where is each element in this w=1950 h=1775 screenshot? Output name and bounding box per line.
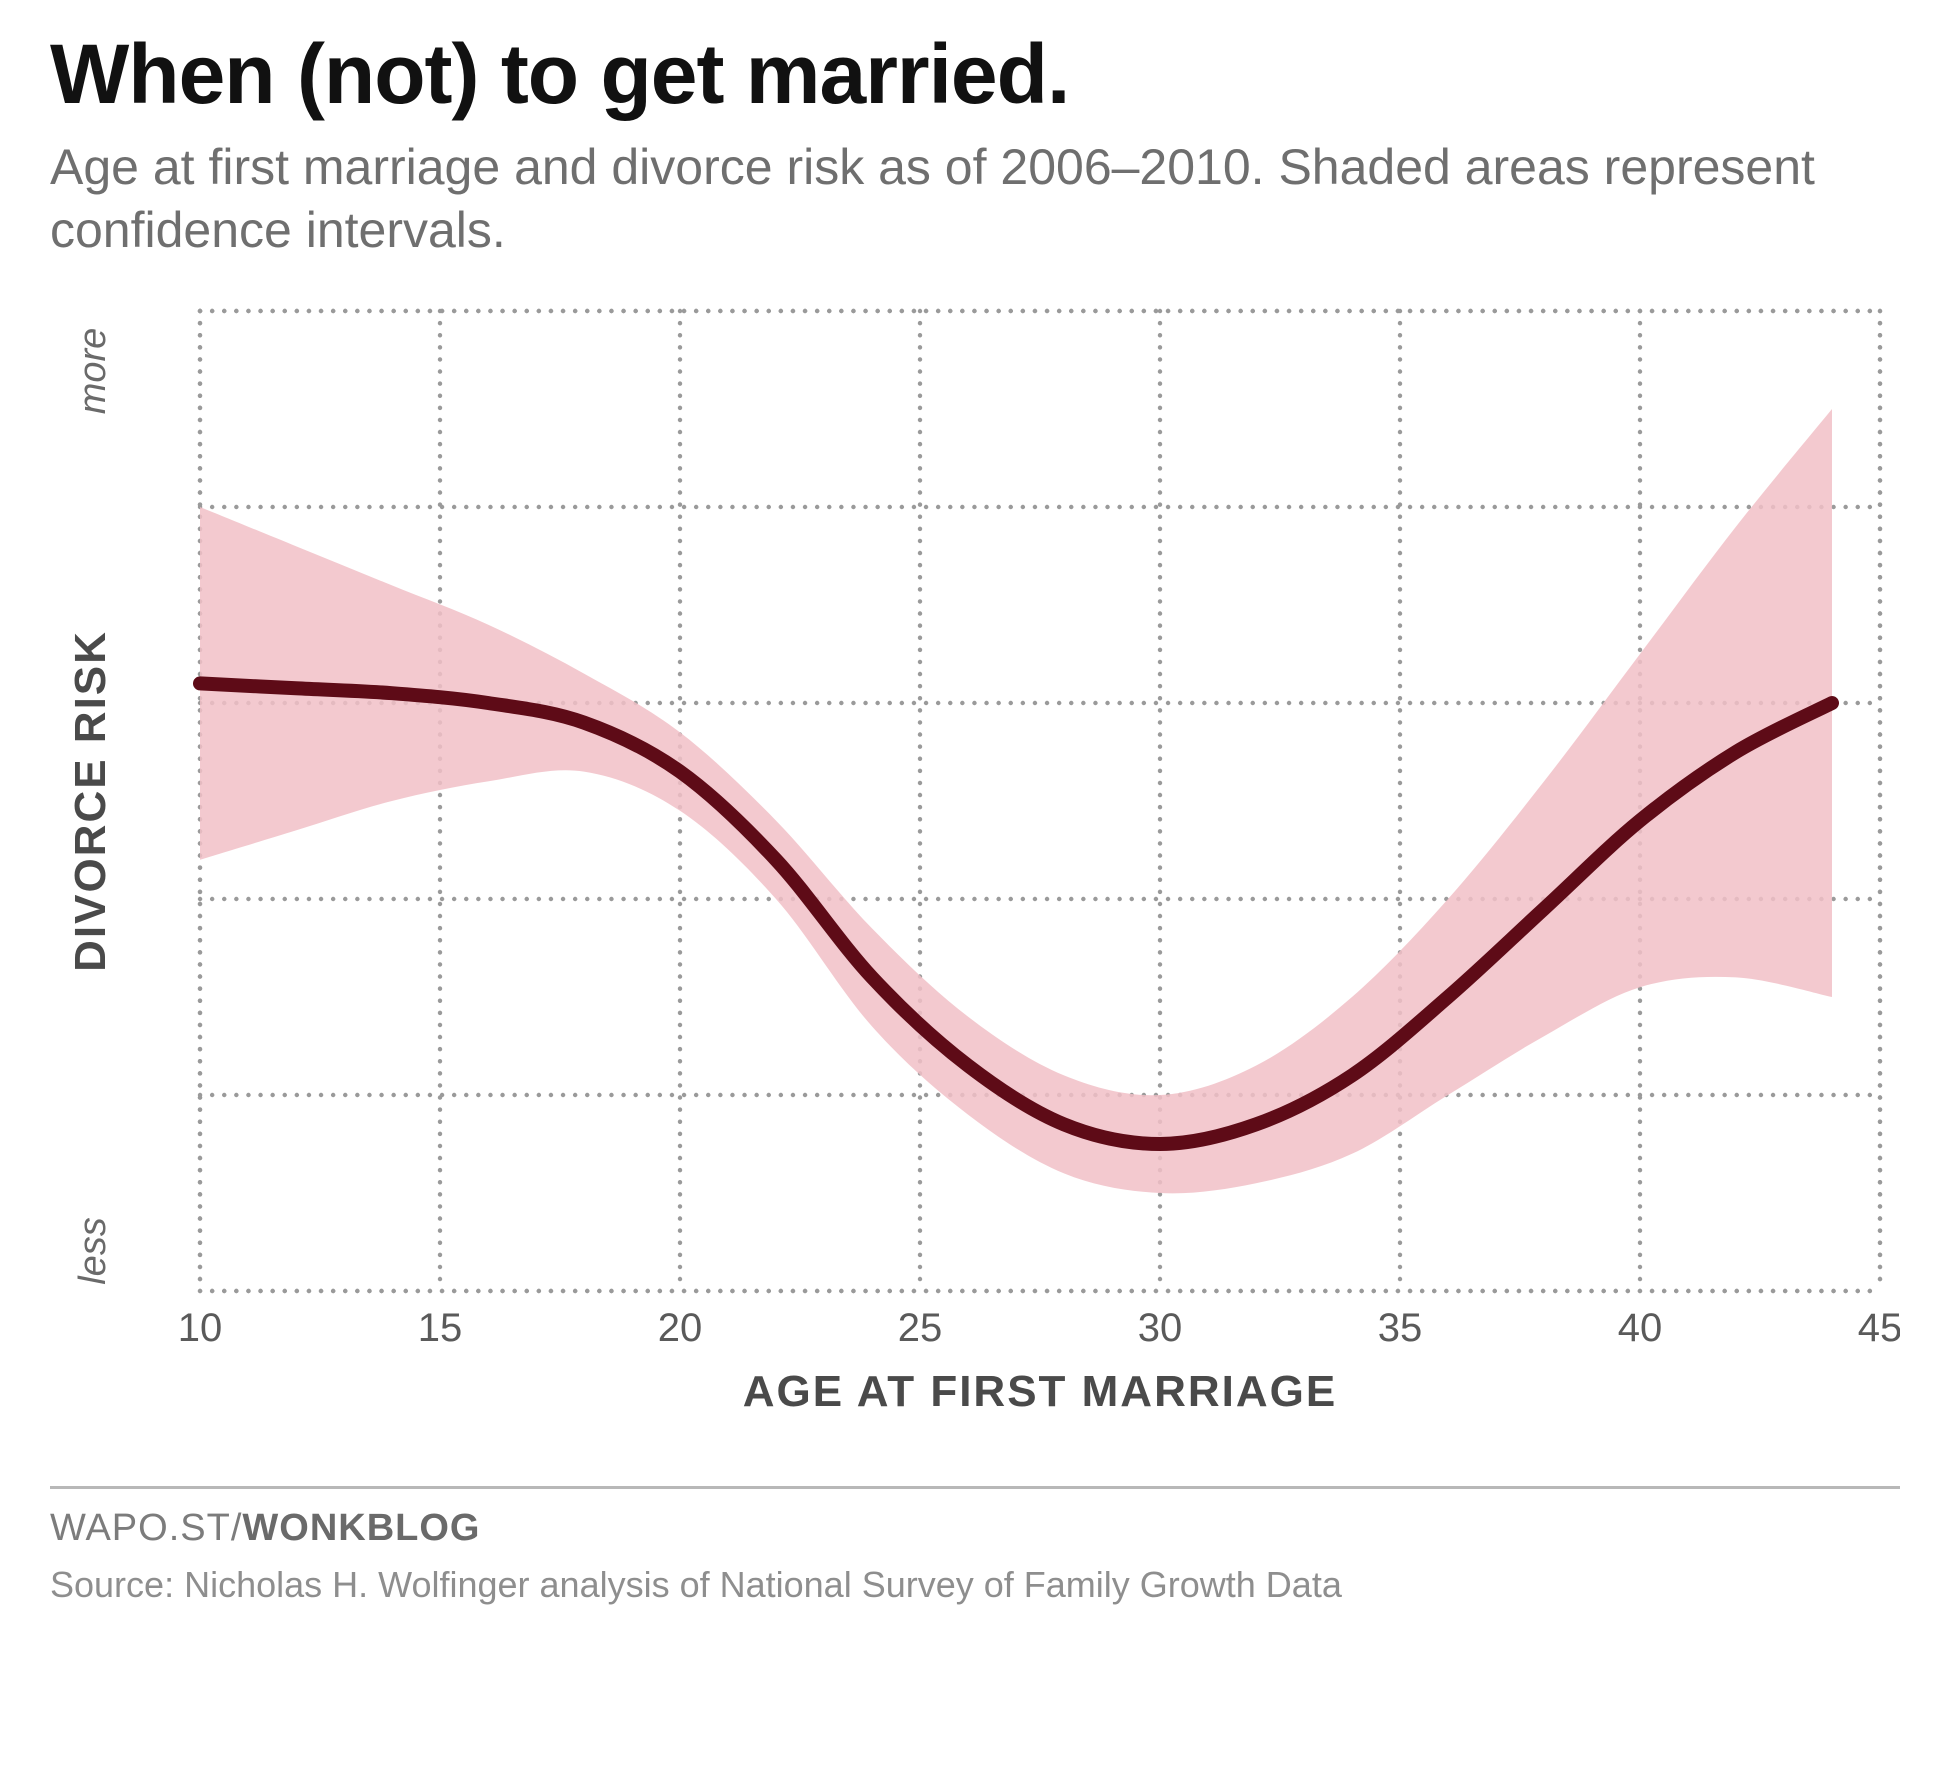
svg-text:more: more <box>72 328 114 415</box>
svg-text:45: 45 <box>1858 1306 1900 1350</box>
chart-plot-area: 10 15 20 25 30 35 40 45 AGE AT FIRST MARRIAGE DIV… <box>50 301 1900 1446</box>
footer-link: WAPO.ST/WONKBLOG <box>50 1507 1900 1550</box>
chart-title: When (not) to get married. <box>50 30 1900 118</box>
footer-link-bold: WONKBLOG <box>242 1507 480 1549</box>
svg-text:15: 15 <box>418 1306 463 1350</box>
svg-text:30: 30 <box>1138 1306 1183 1350</box>
svg-text:less: less <box>72 1217 114 1285</box>
footer-source: Source: Nicholas H. Wolfinger analysis o… <box>50 1564 1900 1606</box>
footer-divider <box>50 1486 1900 1489</box>
svg-text:DIVORCE RISK: DIVORCE RISK <box>66 630 115 972</box>
footer-link-prefix: WAPO.ST/ <box>50 1507 242 1549</box>
chart-figure: When (not) to get married. Age at first … <box>0 0 1950 1775</box>
chart-subtitle: Age at first marriage and divorce risk a… <box>50 136 1900 261</box>
svg-text:10: 10 <box>178 1306 223 1350</box>
svg-text:AGE AT FIRST MARRIAGE: AGE AT FIRST MARRIAGE <box>743 1367 1337 1416</box>
svg-text:35: 35 <box>1378 1306 1423 1350</box>
line-chart-svg: 10 15 20 25 30 35 40 45 AGE AT FIRST MARRIAGE DIV… <box>50 301 1900 1441</box>
svg-text:20: 20 <box>658 1306 703 1350</box>
svg-text:25: 25 <box>898 1306 943 1350</box>
svg-text:40: 40 <box>1618 1306 1663 1350</box>
